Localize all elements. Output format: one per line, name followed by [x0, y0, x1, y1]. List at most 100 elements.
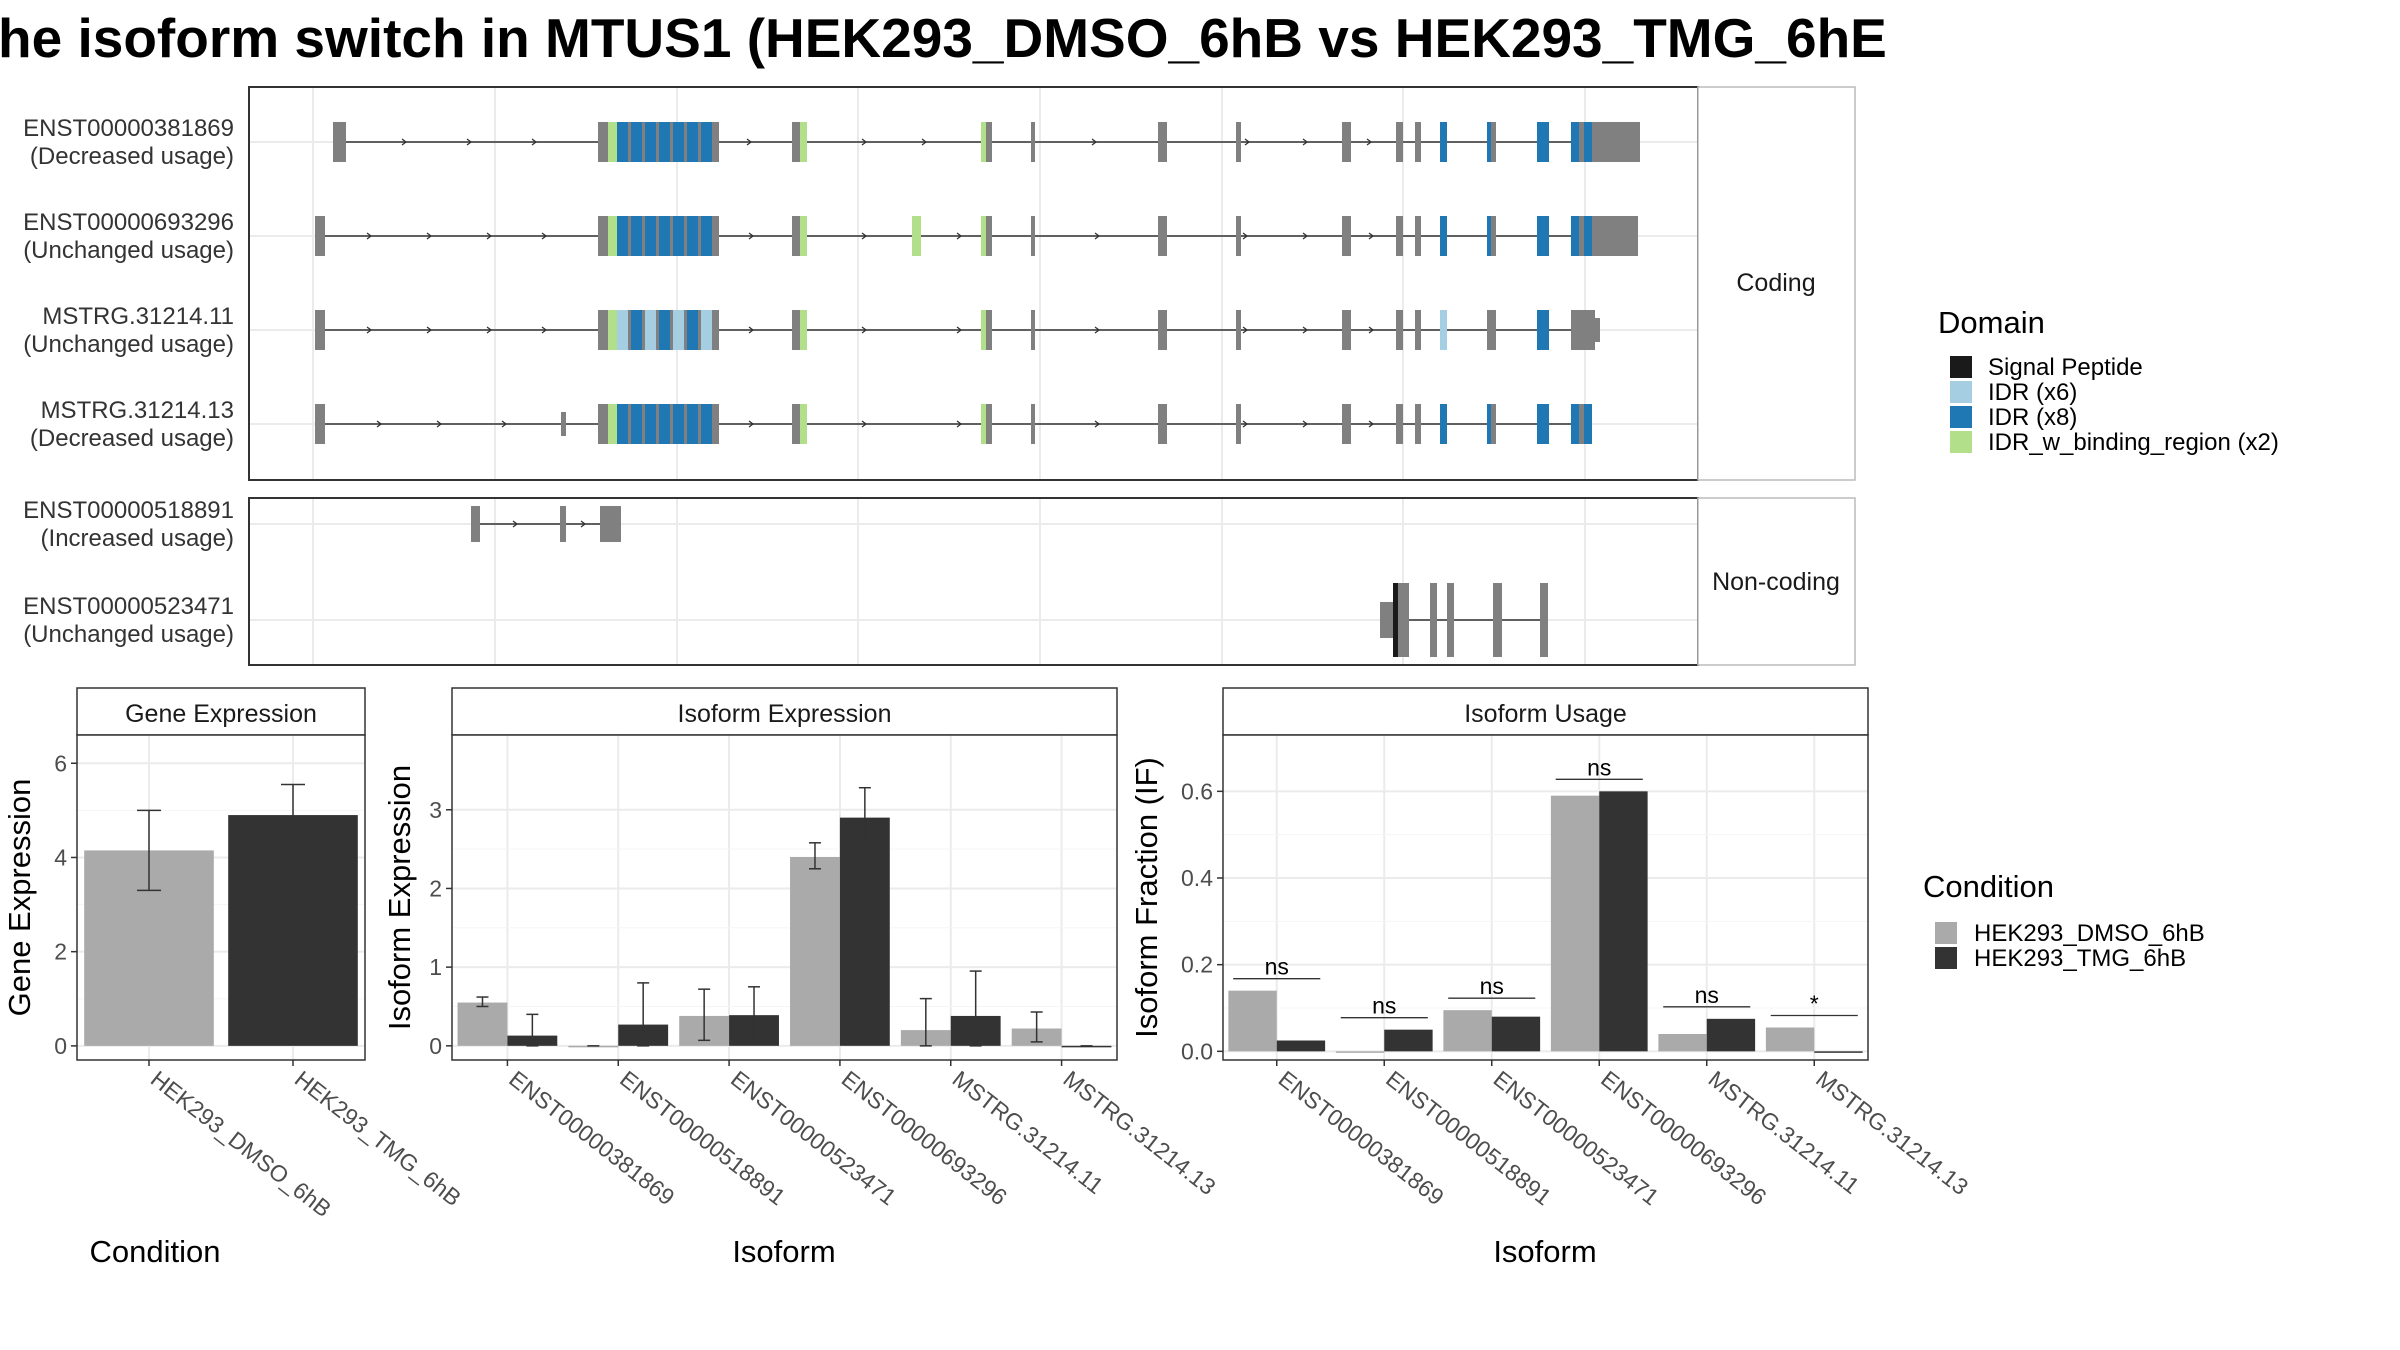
exon-block: [315, 216, 325, 256]
exon-block: [712, 216, 719, 256]
exon-block: [1158, 310, 1167, 350]
exon-block: [912, 216, 921, 256]
exon-block: [712, 122, 719, 162]
y-axis-title: Isoform Fraction (IF): [1129, 757, 1164, 1038]
noncoding-strip: [1697, 497, 1856, 666]
exon-block: [1236, 310, 1241, 350]
condition-legend-swatch: [1935, 922, 1957, 944]
significance-label: ns: [1480, 973, 1504, 999]
intron-arrow: [1094, 326, 1101, 334]
isoform-status-label: (Unchanged usage): [23, 237, 234, 264]
bar: [228, 815, 358, 1046]
track-row: [315, 310, 1600, 350]
isoform-status-label: (Decreased usage): [30, 425, 234, 452]
exon-block: [645, 404, 656, 444]
coding-panel-frame: [248, 86, 1699, 481]
exon-block: [1595, 318, 1600, 342]
exon-block: [617, 216, 628, 256]
exon-block: [712, 310, 719, 350]
exon-block: [981, 310, 986, 350]
track-row: [471, 506, 621, 542]
intron-arrow: [748, 420, 755, 428]
condition-legend-title: Condition: [1923, 869, 2054, 904]
intron-arrow: [541, 232, 548, 240]
intron-arrow: [1368, 420, 1375, 428]
exon-block: [1447, 583, 1454, 657]
intron-arrow: [1302, 232, 1309, 240]
intron-arrow: [366, 326, 373, 334]
domain-legend-swatch: [1950, 406, 1972, 428]
significance-label: ns: [1695, 982, 1719, 1008]
exon-block: [701, 122, 712, 162]
intron-arrow: [1302, 420, 1309, 428]
intron-arrow: [1302, 326, 1309, 334]
exon-block: [561, 412, 566, 436]
exon-block: [1415, 216, 1421, 256]
exon-block: [1236, 122, 1241, 162]
exon-block: [1415, 310, 1421, 350]
x-axis-title: Isoform: [1493, 1234, 1596, 1269]
exon-block: [656, 122, 659, 162]
intron-arrow: [1242, 420, 1249, 428]
exon-block: [631, 122, 642, 162]
plot-frame: [451, 734, 1118, 1061]
intron-arrow: [1366, 138, 1373, 146]
exon-block: [1571, 310, 1595, 350]
x-axis-title: Condition: [90, 1234, 221, 1269]
exon-block: [986, 404, 992, 444]
plot-background: [1223, 735, 1868, 1060]
exon-block: [659, 310, 670, 350]
exon-block: [670, 404, 673, 444]
exon-block: [1592, 122, 1640, 162]
exon-block: [1584, 216, 1592, 256]
transcript-structure-panel: Coding Non-coding ENST00000381869(Decrea…: [23, 86, 1856, 666]
exon-block: [598, 216, 610, 256]
y-tick-label: 0.2: [1181, 952, 1213, 978]
exon-block: [792, 404, 800, 444]
exon-block: [712, 404, 719, 444]
isoform-status-label: (Increased usage): [41, 525, 234, 552]
exon-block: [698, 404, 701, 444]
bar: [790, 856, 840, 1046]
noncoding-panel-frame: [248, 497, 1699, 666]
exon-block: [642, 122, 645, 162]
y-tick-label: 0.0: [1181, 1038, 1213, 1064]
exon-block: [1396, 404, 1403, 444]
intron-arrow: [956, 326, 963, 334]
bar: [1491, 1016, 1541, 1052]
transcript-tracks: [315, 122, 1640, 657]
significance-label: ns: [1372, 993, 1396, 1019]
isoform-id-label: ENST00000693296: [23, 209, 234, 236]
significance-label: ns: [1587, 754, 1611, 780]
exon-block: [1031, 310, 1035, 350]
intron-arrow: [861, 138, 868, 146]
intron-arrow: [486, 232, 493, 240]
plot-frame: [76, 734, 366, 1061]
facet-strip-title: Gene Expression: [125, 700, 317, 728]
exon-block: [687, 404, 698, 444]
exon-block: [1584, 122, 1592, 162]
exon-block: [698, 310, 701, 350]
y-tick-label: 2: [54, 939, 67, 965]
exon-block: [1398, 583, 1409, 657]
exon-block: [981, 216, 986, 256]
exon-block: [701, 310, 712, 350]
y-tick-label: 4: [54, 844, 67, 870]
y-axis-title: Isoform Expression: [382, 765, 417, 1030]
exon-block: [1440, 310, 1447, 350]
track-row: [333, 122, 1640, 162]
exon-block: [1571, 122, 1579, 162]
noncoding-strip-label: Non-coding: [1712, 568, 1840, 596]
exon-block: [1592, 216, 1638, 256]
isoform-id-label: MSTRG.31214.13: [41, 397, 234, 424]
exon-block: [670, 310, 673, 350]
exon-block: [642, 310, 645, 350]
exon-block: [1487, 310, 1491, 350]
exon-block: [1396, 310, 1403, 350]
exon-block: [1440, 216, 1447, 256]
x-axis-title: Isoform: [732, 1234, 835, 1269]
intron-arrow: [426, 326, 433, 334]
exon-block: [631, 404, 642, 444]
